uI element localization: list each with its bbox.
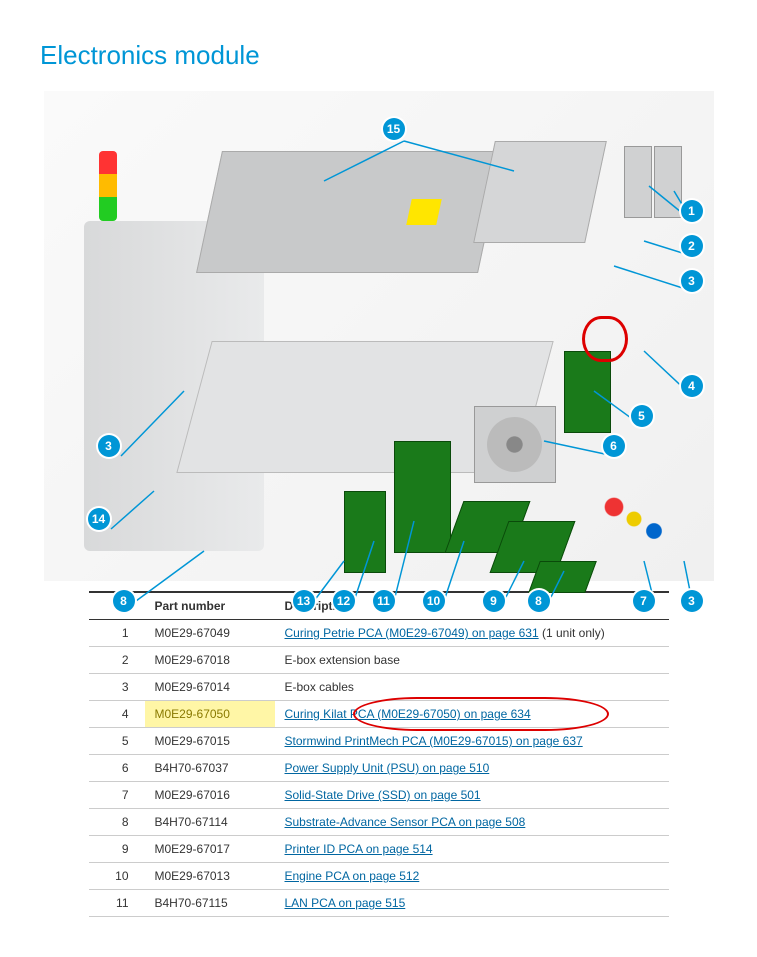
callout-3: 3: [681, 590, 703, 612]
part-number: M0E29-67018: [145, 647, 275, 674]
callout-15: 15: [383, 118, 405, 140]
description-cell: Substrate-Advance Sensor PCA on page 508: [275, 809, 669, 836]
callout-3: 3: [681, 270, 703, 292]
psu-shape: [474, 406, 556, 483]
description-link[interactable]: Curing Kilat PCA (M0E29-67050) on page 6…: [285, 707, 531, 721]
description-link[interactable]: Substrate-Advance Sensor PCA on page 508: [285, 815, 526, 829]
description-link[interactable]: Power Supply Unit (PSU) on page 510: [285, 761, 490, 775]
callout-3: 3: [98, 435, 120, 457]
table-row: 4M0E29-67050 Curing Kilat PCA (M0E29-6705…: [89, 701, 669, 728]
description-cell: Engine PCA on page 512: [275, 863, 669, 890]
table-row: 3M0E29-67014E-box cables: [89, 674, 669, 701]
description-cell: Solid-State Drive (SSD) on page 501: [275, 782, 669, 809]
row-index: 3: [89, 674, 145, 701]
part-number: M0E29-67049: [145, 620, 275, 647]
part-number: M0E29-67050: [145, 701, 275, 728]
row-index: 1: [89, 620, 145, 647]
callout-8: 8: [528, 590, 550, 612]
table-row: 7M0E29-67016 Solid-State Drive (SSD) on p…: [89, 782, 669, 809]
rear-panel-shape: [196, 151, 504, 273]
description-link[interactable]: Printer ID PCA on page 514: [285, 842, 433, 856]
part-number: M0E29-67014: [145, 674, 275, 701]
description-cell: E-box cables: [275, 674, 669, 701]
part-number: M0E29-67015: [145, 728, 275, 755]
part-number: B4H70-67114: [145, 809, 275, 836]
part-number: B4H70-67115: [145, 890, 275, 917]
signal-tower-shape: [99, 151, 117, 221]
power-modules: [624, 146, 684, 226]
callout-11: 11: [373, 590, 395, 612]
row-index: 5: [89, 728, 145, 755]
table-row: 10M0E29-67013 Engine PCA on page 512: [89, 863, 669, 890]
callout-13: 13: [293, 590, 315, 612]
parts-table: Part number Description 1M0E29-67049Curi…: [89, 591, 669, 917]
pcb-5: [564, 351, 611, 433]
description-link[interactable]: Engine PCA on page 512: [285, 869, 420, 883]
part-number: M0E29-67013: [145, 863, 275, 890]
warning-label-shape: [406, 199, 442, 225]
part-number: B4H70-67037: [145, 755, 275, 782]
exploded-diagram: 151234563148131211109873: [44, 91, 714, 581]
page-title: Electronics module: [40, 40, 717, 71]
table-row: 6B4H70-67037 Power Supply Unit (PSU) on p…: [89, 755, 669, 782]
callout-12: 12: [333, 590, 355, 612]
description-cell: Curing Kilat PCA (M0E29-67050) on page 6…: [275, 701, 669, 728]
row-index: 9: [89, 836, 145, 863]
row-index: 4: [89, 701, 145, 728]
table-row: 8B4H70-67114 Substrate-Advance Sensor PCA…: [89, 809, 669, 836]
part-number: M0E29-67017: [145, 836, 275, 863]
description-cell: Stormwind PrintMech PCA (M0E29-67015) on…: [275, 728, 669, 755]
callout-4: 4: [681, 375, 703, 397]
table-row: 1M0E29-67049 Curing Petrie PCA (M0E29-670…: [89, 620, 669, 647]
callout-6: 6: [603, 435, 625, 457]
description-link[interactable]: Stormwind PrintMech PCA (M0E29-67015) on…: [285, 734, 583, 748]
cable-bundle-shape: [584, 471, 684, 591]
callout-5: 5: [631, 405, 653, 427]
callout-14: 14: [88, 508, 110, 530]
row-index: 7: [89, 782, 145, 809]
table-row: 5M0E29-67015 Stormwind PrintMech PCA (M0E…: [89, 728, 669, 755]
table-row: 9M0E29-67017 Printer ID PCA on page 514: [89, 836, 669, 863]
description-cell: LAN PCA on page 515: [275, 890, 669, 917]
callout-9: 9: [483, 590, 505, 612]
part-number: M0E29-67016: [145, 782, 275, 809]
diagram-highlight-circle: [582, 316, 628, 362]
callout-10: 10: [423, 590, 445, 612]
description-cell: E-box extension base: [275, 647, 669, 674]
table-row: 11B4H70-67115 LAN PCA on page 515: [89, 890, 669, 917]
description-link[interactable]: Solid-State Drive (SSD) on page 501: [285, 788, 481, 802]
col-part-number: Part number: [145, 592, 275, 620]
row-index: 6: [89, 755, 145, 782]
row-index: 2: [89, 647, 145, 674]
description-cell: Curing Petrie PCA (M0E29-67049) on page …: [275, 620, 669, 647]
pcb-engine: [394, 441, 451, 553]
row-index: 10: [89, 863, 145, 890]
description-link[interactable]: Curing Petrie PCA (M0E29-67049) on page …: [285, 626, 539, 640]
description-link[interactable]: LAN PCA on page 515: [285, 896, 406, 910]
table-row: 2M0E29-67018E-box extension base: [89, 647, 669, 674]
callout-2: 2: [681, 235, 703, 257]
rear-panel2-shape: [473, 141, 607, 243]
row-index: 8: [89, 809, 145, 836]
callout-7: 7: [633, 590, 655, 612]
description-extra: (1 unit only): [539, 626, 605, 640]
description-cell: Printer ID PCA on page 514: [275, 836, 669, 863]
description-cell: Power Supply Unit (PSU) on page 510: [275, 755, 669, 782]
pcb-11: [344, 491, 386, 573]
callout-1: 1: [681, 200, 703, 222]
callout-8: 8: [113, 590, 135, 612]
row-index: 11: [89, 890, 145, 917]
